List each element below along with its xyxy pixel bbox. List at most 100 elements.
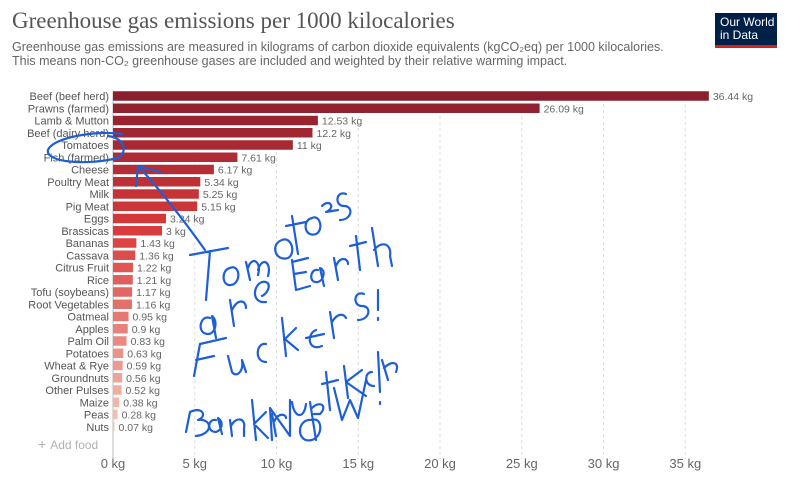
annotation-word-2 (199, 226, 394, 340)
value-label: 0.38 kg (123, 397, 158, 409)
category-label: Brassicas (61, 226, 109, 238)
category-label: Root Vegetables (28, 299, 109, 311)
value-label: 26.09 kg (544, 103, 584, 115)
value-label: 0.63 kg (127, 348, 162, 360)
category-label: Beef (dairy herd) (27, 128, 109, 140)
value-label: 1.17 kg (136, 287, 171, 299)
category-label: Apples (75, 324, 109, 336)
bar[interactable] (113, 373, 123, 383)
add-food-button[interactable]: + Add food (38, 436, 98, 452)
value-label: 0.28 kg (122, 410, 157, 422)
category-label: Palm Oil (67, 336, 109, 348)
category-label: Cassava (66, 250, 110, 262)
plus-icon: + (38, 436, 47, 452)
bar[interactable] (113, 275, 133, 285)
value-label: 0.83 kg (131, 336, 166, 348)
annotation-arrow-line (138, 166, 207, 252)
bar[interactable] (113, 201, 198, 212)
category-label: Pig Meat (66, 201, 109, 213)
category-label: Milk (89, 189, 109, 201)
value-label: 1.16 kg (136, 299, 171, 311)
annotation-word-3 (192, 288, 380, 378)
subtitle-line-1: Greenhouse gas emissions are measured in… (12, 40, 664, 54)
bar[interactable] (113, 348, 124, 359)
x-tick-label: 10 kg (261, 456, 293, 471)
x-tick-label: 15 kg (342, 456, 374, 471)
value-label: 0.59 kg (127, 361, 162, 373)
category-label: Oatmeal (67, 312, 109, 324)
bar[interactable] (113, 262, 133, 273)
bar[interactable] (113, 299, 132, 310)
annotation-word-4 (184, 358, 399, 442)
logo-line-2: in Data (720, 28, 759, 42)
bar[interactable] (113, 226, 163, 236)
value-label: 1.36 kg (139, 250, 174, 262)
x-tick-label: 35 kg (669, 456, 701, 471)
bar[interactable] (113, 213, 166, 224)
logo-accent-bar (715, 45, 777, 48)
category-label: Tofu (soybeans) (31, 287, 109, 299)
bar[interactable] (113, 324, 128, 334)
bar[interactable] (113, 140, 293, 150)
value-label: 0.95 kg (133, 312, 168, 324)
bar[interactable] (113, 177, 201, 187)
bar[interactable] (113, 128, 313, 138)
category-label: Groundnuts (52, 373, 110, 385)
bar[interactable] (113, 385, 122, 395)
category-label: Maize (80, 397, 109, 409)
bar[interactable] (113, 360, 123, 371)
bar[interactable] (113, 311, 129, 322)
category-label: Citrus Fruit (55, 263, 109, 275)
handwritten-annotation (46, 131, 399, 442)
value-label: 3 kg (166, 226, 186, 238)
owid-logo[interactable]: Our World in Data (715, 13, 777, 48)
chart-title: Greenhouse gas emissions per 1000 kiloca… (12, 8, 455, 33)
x-tick-label: 0 kg (101, 456, 126, 471)
category-label: Peas (84, 410, 110, 422)
value-label: 0.56 kg (126, 373, 161, 385)
category-label: Beef (beef herd) (30, 91, 110, 103)
logo-line-1: Our World (720, 15, 775, 29)
value-label: 3.24 kg (170, 214, 205, 226)
category-label: Potatoes (66, 348, 110, 360)
bar[interactable] (113, 115, 318, 126)
annotation-arrowhead (134, 164, 162, 188)
bar[interactable] (113, 189, 199, 199)
subtitle-line-2: This means non-CO₂ greenhouse gases are … (12, 54, 568, 68)
value-label: 12.53 kg (322, 116, 362, 128)
value-label: 0.07 kg (119, 422, 154, 434)
annotation-word-1 (188, 192, 352, 302)
bar[interactable] (113, 397, 120, 408)
category-label: Prawns (farmed) (28, 103, 109, 115)
bar[interactable] (113, 103, 540, 114)
bar[interactable] (113, 152, 238, 163)
bar[interactable] (113, 409, 118, 420)
category-label: Eggs (84, 214, 110, 226)
value-label: 1.21 kg (137, 275, 172, 287)
category-label: Wheat & Rye (44, 361, 109, 373)
value-label: 12.2 kg (316, 128, 351, 140)
bar[interactable] (113, 336, 127, 346)
category-label: Rice (87, 275, 109, 287)
category-label: Cheese (71, 165, 109, 177)
bar[interactable] (113, 250, 136, 261)
category-label: Poultry Meat (47, 177, 109, 189)
value-label: 5.15 kg (201, 201, 236, 213)
bar[interactable] (113, 422, 115, 432)
bar[interactable] (113, 238, 137, 248)
category-label: Bananas (66, 238, 110, 250)
chart-subtitle: Greenhouse gas emissions are measured in… (12, 40, 664, 68)
bar[interactable] (113, 287, 133, 297)
annotation-circle (46, 131, 125, 164)
x-tick-label: 30 kg (588, 456, 620, 471)
value-label: 1.22 kg (137, 263, 172, 275)
value-label: 0.52 kg (126, 385, 161, 397)
bar[interactable] (113, 164, 214, 175)
value-label: 11 kg (297, 140, 322, 152)
value-label: 7.61 kg (241, 152, 276, 164)
value-label: 36.44 kg (713, 91, 753, 103)
x-tick-label: 25 kg (506, 456, 538, 471)
value-label: 0.9 kg (132, 324, 161, 336)
bar[interactable] (113, 91, 709, 101)
